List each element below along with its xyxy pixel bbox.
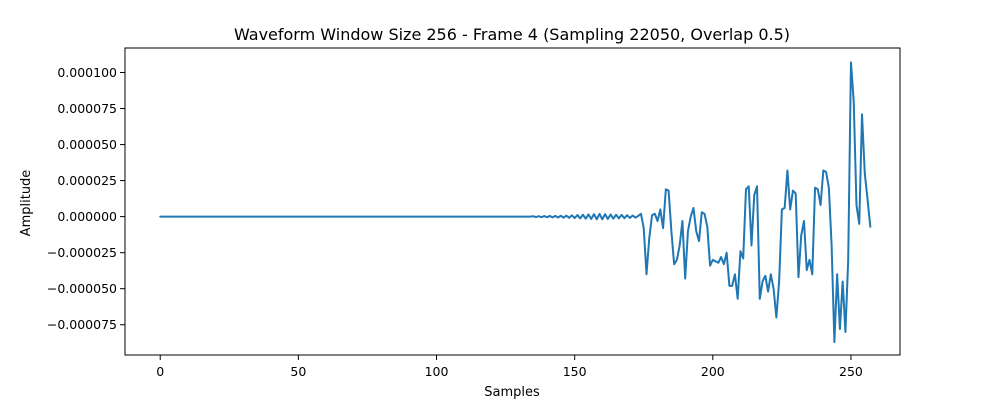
- x-axis: 0 50 100 150 200 250: [156, 355, 863, 379]
- y-tick-label: −0.000075: [47, 317, 117, 332]
- y-tick-label: 0.000050: [57, 137, 117, 152]
- chart-title: Waveform Window Size 256 - Frame 4 (Samp…: [234, 25, 790, 44]
- plot-frame: [124, 47, 901, 356]
- y-tick-label: −0.000050: [47, 281, 117, 296]
- y-tick-label: 0.000000: [57, 209, 117, 224]
- x-tick-label: 150: [563, 364, 587, 379]
- y-axis-label: Amplitude: [19, 170, 34, 237]
- y-tick-label: 0.000100: [57, 65, 117, 80]
- x-tick-label: 0: [156, 364, 164, 379]
- y-tick-label: 0.000025: [57, 173, 117, 188]
- x-tick-label: 50: [290, 364, 306, 379]
- y-tick-label: 0.000075: [57, 101, 117, 116]
- waveform-series-line: [159, 61, 872, 344]
- x-tick-label: 100: [425, 364, 449, 379]
- x-axis-label: Samples: [484, 385, 540, 400]
- y-tick-label: −0.000025: [47, 245, 117, 260]
- y-axis: −0.000075 −0.000050 −0.000025 0.000000 0.000…: [47, 65, 125, 332]
- x-tick-label: 250: [839, 364, 863, 379]
- x-tick-label: 200: [701, 364, 725, 379]
